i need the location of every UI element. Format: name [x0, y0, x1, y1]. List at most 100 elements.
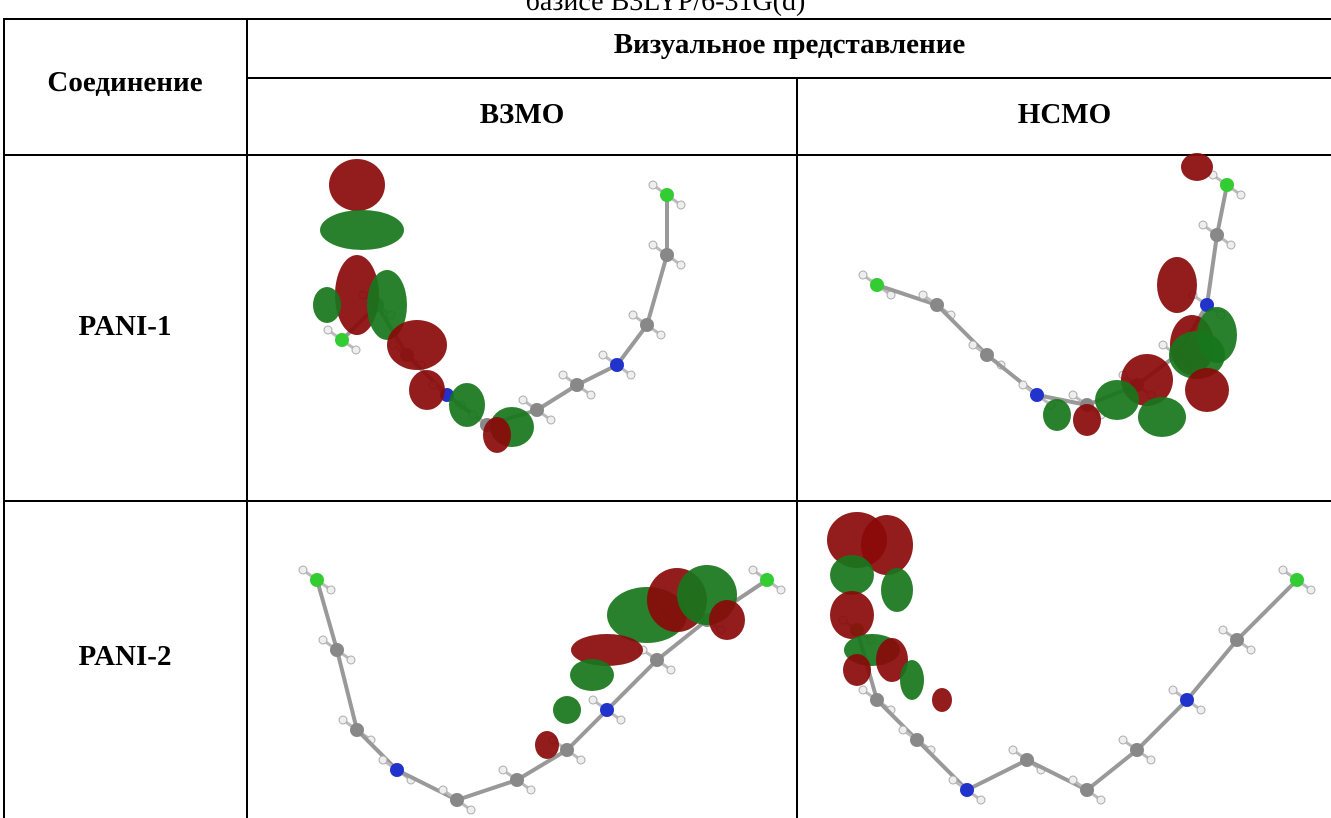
atom — [335, 333, 349, 347]
atom — [546, 415, 556, 425]
orbital-lobe — [1138, 397, 1186, 437]
atom — [588, 695, 598, 705]
rule — [3, 18, 1331, 20]
bond — [335, 649, 359, 731]
atom — [330, 643, 344, 657]
atom — [530, 403, 544, 417]
orbital-lobe — [553, 696, 581, 724]
rule — [796, 77, 798, 818]
orbital-lobe — [320, 210, 404, 250]
atom — [1130, 743, 1144, 757]
bond — [935, 303, 989, 357]
atom — [1020, 753, 1034, 767]
orbital-lobe — [861, 515, 913, 575]
caption: базисе B3LYP/6-31G(d) — [525, 0, 806, 17]
atom — [1018, 380, 1028, 390]
bond — [1085, 748, 1139, 792]
atom — [351, 345, 361, 355]
orbital-lobe — [571, 634, 643, 666]
row-name: PANI-1 — [78, 310, 172, 342]
atom — [1068, 390, 1078, 400]
orbital-lobe — [843, 654, 871, 686]
atom — [1118, 735, 1128, 745]
atom — [1008, 745, 1018, 755]
orbital-lobe — [1043, 399, 1071, 431]
atom — [648, 180, 658, 190]
atom — [648, 240, 658, 250]
atom — [948, 775, 958, 785]
atom — [676, 200, 686, 210]
bond — [355, 728, 399, 772]
orbital-lobe — [1157, 257, 1197, 313]
atom — [1180, 693, 1194, 707]
atom — [1146, 755, 1156, 765]
atom — [1196, 705, 1206, 715]
orbital-lobe — [1073, 404, 1101, 436]
atom — [1096, 795, 1106, 805]
bond — [1026, 758, 1088, 792]
atom — [1306, 585, 1316, 595]
atom — [776, 585, 786, 595]
bond — [576, 363, 618, 387]
atom — [1200, 298, 1214, 312]
atom — [466, 805, 476, 815]
atom — [1080, 783, 1094, 797]
header-homo: ВЗМО — [479, 98, 565, 130]
header-compound: Соединение — [47, 66, 203, 98]
orbital-lobe — [535, 731, 559, 759]
atom — [378, 755, 388, 765]
atom — [650, 653, 664, 667]
orbital-lobe — [1185, 368, 1229, 412]
bond — [875, 698, 919, 742]
atom — [910, 733, 924, 747]
orbital-lobe — [900, 660, 924, 700]
atom — [498, 765, 508, 775]
atom — [350, 723, 364, 737]
atom — [610, 358, 624, 372]
atom — [576, 755, 586, 765]
atom — [960, 783, 974, 797]
bond — [915, 738, 969, 792]
rule — [246, 18, 248, 818]
atom — [318, 635, 328, 645]
atom — [510, 773, 524, 787]
atom — [968, 340, 978, 350]
orbital-lobe — [387, 320, 447, 370]
atom — [1030, 388, 1044, 402]
orbital-lobe — [932, 688, 952, 712]
atom — [676, 260, 686, 270]
atom — [526, 785, 536, 795]
atom — [1226, 240, 1236, 250]
orbital-lobe — [876, 638, 908, 682]
bond — [1185, 638, 1239, 702]
orbital-lobe — [367, 270, 407, 340]
bond — [456, 778, 518, 802]
atom — [390, 763, 404, 777]
atom — [1278, 565, 1288, 575]
atom — [660, 188, 674, 202]
atom — [1290, 573, 1304, 587]
atom — [1198, 220, 1208, 230]
orbital-lobe — [1169, 331, 1225, 379]
orbital-lobe — [1181, 153, 1213, 181]
atom — [616, 715, 626, 725]
header-visual: Визуальное представление — [613, 28, 966, 60]
atom — [760, 573, 774, 587]
atom — [1218, 625, 1228, 635]
atom — [438, 785, 448, 795]
atom — [666, 665, 676, 675]
atom — [518, 395, 528, 405]
atom — [976, 795, 986, 805]
orbital-lobe — [881, 568, 913, 612]
bond — [315, 579, 339, 651]
bond — [876, 283, 938, 307]
atom — [626, 370, 636, 380]
bond — [966, 758, 1028, 792]
atom — [560, 743, 574, 757]
orbital-lobe — [709, 600, 745, 640]
atom — [918, 290, 928, 300]
atom — [346, 655, 356, 665]
atom — [570, 378, 584, 392]
